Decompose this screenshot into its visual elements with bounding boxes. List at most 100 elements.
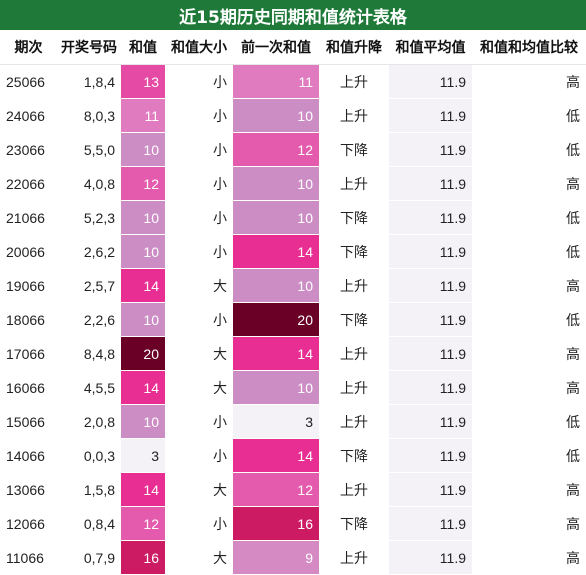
compare-cell: 高 — [472, 540, 586, 575]
avg-cell: 11.9 — [389, 370, 472, 405]
trend-cell: 上升 — [319, 472, 389, 507]
numbers-cell: 4,0,8 — [57, 166, 121, 201]
compare-cell: 低 — [472, 438, 586, 473]
header-compare: 和值和均值比较 — [472, 30, 586, 65]
prev-sum-cell: 10 — [233, 200, 319, 235]
sum-cell: 10 — [121, 234, 165, 269]
table-row: 25066 1,8,4 13 小 11 上升 11.9 高 — [0, 64, 586, 99]
sum-cell: 3 — [121, 438, 165, 473]
trend-cell: 上升 — [319, 370, 389, 405]
trend-cell: 下降 — [319, 302, 389, 337]
sum-cell: 14 — [121, 472, 165, 507]
table-row: 13066 1,5,8 14 大 12 上升 11.9 高 — [0, 472, 586, 507]
numbers-cell: 2,2,6 — [57, 302, 121, 337]
header-prev-sum: 前一次和值 — [233, 30, 319, 65]
sum-cell: 12 — [121, 506, 165, 541]
size-cell: 小 — [165, 234, 233, 269]
trend-cell: 上升 — [319, 166, 389, 201]
sum-cell: 10 — [121, 404, 165, 439]
table-row: 16066 4,5,5 14 大 10 上升 11.9 高 — [0, 370, 586, 405]
table-row: 20066 2,6,2 10 小 14 下降 11.9 低 — [0, 234, 586, 269]
avg-cell: 11.9 — [389, 472, 472, 507]
issue-cell: 15066 — [0, 404, 57, 439]
numbers-cell: 0,7,9 — [57, 540, 121, 575]
compare-cell: 高 — [472, 336, 586, 371]
issue-cell: 21066 — [0, 200, 57, 235]
table-row: 21066 5,2,3 10 小 10 下降 11.9 低 — [0, 200, 586, 235]
issue-cell: 13066 — [0, 472, 57, 507]
compare-cell: 高 — [472, 64, 586, 99]
numbers-cell: 4,5,5 — [57, 370, 121, 405]
avg-cell: 11.9 — [389, 268, 472, 303]
compare-cell: 高 — [472, 370, 586, 405]
prev-sum-cell: 10 — [233, 370, 319, 405]
sum-cell: 16 — [121, 540, 165, 575]
size-cell: 大 — [165, 540, 233, 575]
trend-cell: 下降 — [319, 200, 389, 235]
table-row: 24066 8,0,3 11 小 10 上升 11.9 低 — [0, 98, 586, 133]
trend-cell: 上升 — [319, 336, 389, 371]
numbers-cell: 0,0,3 — [57, 438, 121, 473]
table-row: 14066 0,0,3 3 小 14 下降 11.9 低 — [0, 438, 586, 473]
compare-cell: 低 — [472, 98, 586, 133]
prev-sum-cell: 14 — [233, 438, 319, 473]
table-row: 17066 8,4,8 20 大 14 上升 11.9 高 — [0, 336, 586, 371]
avg-cell: 11.9 — [389, 506, 472, 541]
header-avg: 和值平均值 — [389, 30, 472, 65]
table-row: 22066 4,0,8 12 小 10 上升 11.9 高 — [0, 166, 586, 201]
prev-sum-cell: 12 — [233, 472, 319, 507]
numbers-cell: 2,5,7 — [57, 268, 121, 303]
sum-cell: 10 — [121, 132, 165, 167]
size-cell: 大 — [165, 268, 233, 303]
avg-cell: 11.9 — [389, 336, 472, 371]
size-cell: 小 — [165, 438, 233, 473]
compare-cell: 高 — [472, 472, 586, 507]
sum-cell: 14 — [121, 268, 165, 303]
table-row: 11066 0,7,9 16 大 9 上升 11.9 高 — [0, 540, 586, 575]
numbers-cell: 8,0,3 — [57, 98, 121, 133]
prev-sum-cell: 3 — [233, 404, 319, 439]
numbers-cell: 8,4,8 — [57, 336, 121, 371]
header-size: 和值大小 — [165, 30, 233, 65]
prev-sum-cell: 12 — [233, 132, 319, 167]
issue-cell: 14066 — [0, 438, 57, 473]
prev-sum-cell: 10 — [233, 268, 319, 303]
issue-cell: 19066 — [0, 268, 57, 303]
size-cell: 小 — [165, 98, 233, 133]
sum-cell: 20 — [121, 336, 165, 371]
issue-cell: 20066 — [0, 234, 57, 269]
sum-cell: 11 — [121, 98, 165, 133]
compare-cell: 低 — [472, 302, 586, 337]
header-sum: 和值 — [121, 30, 165, 65]
trend-cell: 上升 — [319, 268, 389, 303]
sum-cell: 10 — [121, 302, 165, 337]
prev-sum-cell: 16 — [233, 506, 319, 541]
avg-cell: 11.9 — [389, 404, 472, 439]
trend-cell: 下降 — [319, 506, 389, 541]
prev-sum-cell: 14 — [233, 234, 319, 269]
issue-cell: 12066 — [0, 506, 57, 541]
numbers-cell: 5,5,0 — [57, 132, 121, 167]
trend-cell: 下降 — [319, 438, 389, 473]
prev-sum-cell: 10 — [233, 166, 319, 201]
sum-cell: 14 — [121, 370, 165, 405]
prev-sum-cell: 11 — [233, 64, 319, 99]
size-cell: 小 — [165, 302, 233, 337]
compare-cell: 低 — [472, 132, 586, 167]
prev-sum-cell: 20 — [233, 302, 319, 337]
avg-cell: 11.9 — [389, 166, 472, 201]
header-trend: 和值升降 — [319, 30, 389, 65]
avg-cell: 11.9 — [389, 540, 472, 575]
issue-cell: 25066 — [0, 64, 57, 99]
size-cell: 大 — [165, 472, 233, 507]
size-cell: 小 — [165, 506, 233, 541]
issue-cell: 17066 — [0, 336, 57, 371]
numbers-cell: 0,8,4 — [57, 506, 121, 541]
sum-cell: 13 — [121, 64, 165, 99]
trend-cell: 上升 — [319, 540, 389, 575]
trend-cell: 上升 — [319, 98, 389, 133]
avg-cell: 11.9 — [389, 438, 472, 473]
table-title: 近15期历史同期和值统计表格 — [0, 0, 586, 30]
trend-cell: 下降 — [319, 234, 389, 269]
prev-sum-cell: 10 — [233, 98, 319, 133]
